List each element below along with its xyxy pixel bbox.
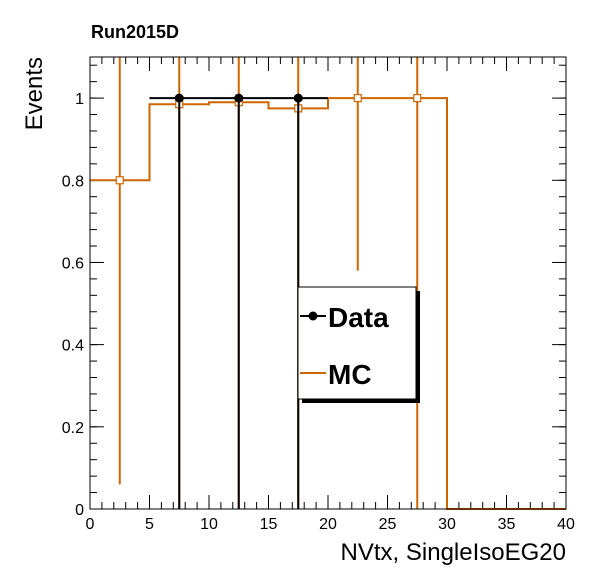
- x-tick-label: 15: [260, 516, 278, 533]
- series-mc: [90, 57, 566, 510]
- y-axis-ticks: 0 0.2 0.4 0.6 0.8 1: [62, 64, 566, 519]
- chart-title: Run2015D: [91, 22, 179, 42]
- legend-data-label: Data: [328, 302, 389, 333]
- data-point: [293, 93, 303, 103]
- y-tick-label: 1: [75, 91, 84, 108]
- mc-point: [413, 93, 422, 103]
- y-tick-label: 0.2: [62, 420, 84, 437]
- legend-mc-label: MC: [328, 359, 372, 390]
- legend: Data MC: [297, 286, 420, 403]
- mc-point: [353, 93, 362, 103]
- data-point: [174, 93, 184, 103]
- x-tick-label: 5: [145, 516, 154, 533]
- x-tick-label: 0: [86, 516, 95, 533]
- y-tick-label: 0.4: [62, 338, 84, 355]
- y-tick-label: 0.8: [62, 173, 84, 190]
- mc-point: [115, 176, 124, 185]
- y-axis-title: Events: [21, 57, 48, 130]
- data-point: [234, 93, 244, 103]
- y-tick-label: 0: [75, 502, 84, 519]
- y-tick-label: 0.6: [62, 255, 84, 272]
- x-axis-ticks: 0 5 10 15 20 25 30 35 40: [86, 57, 575, 533]
- x-axis-title: NVtx, SingleIsoEG20: [341, 539, 566, 566]
- x-tick-label: 10: [200, 516, 218, 533]
- x-tick-label: 25: [379, 516, 397, 533]
- x-tick-label: 40: [557, 516, 575, 533]
- x-tick-label: 35: [498, 516, 516, 533]
- plot-frame: [89, 56, 567, 510]
- x-tick-label: 30: [438, 516, 456, 533]
- legend-box: [297, 286, 417, 400]
- legend-data-marker: [308, 311, 318, 321]
- x-tick-label: 20: [319, 516, 337, 533]
